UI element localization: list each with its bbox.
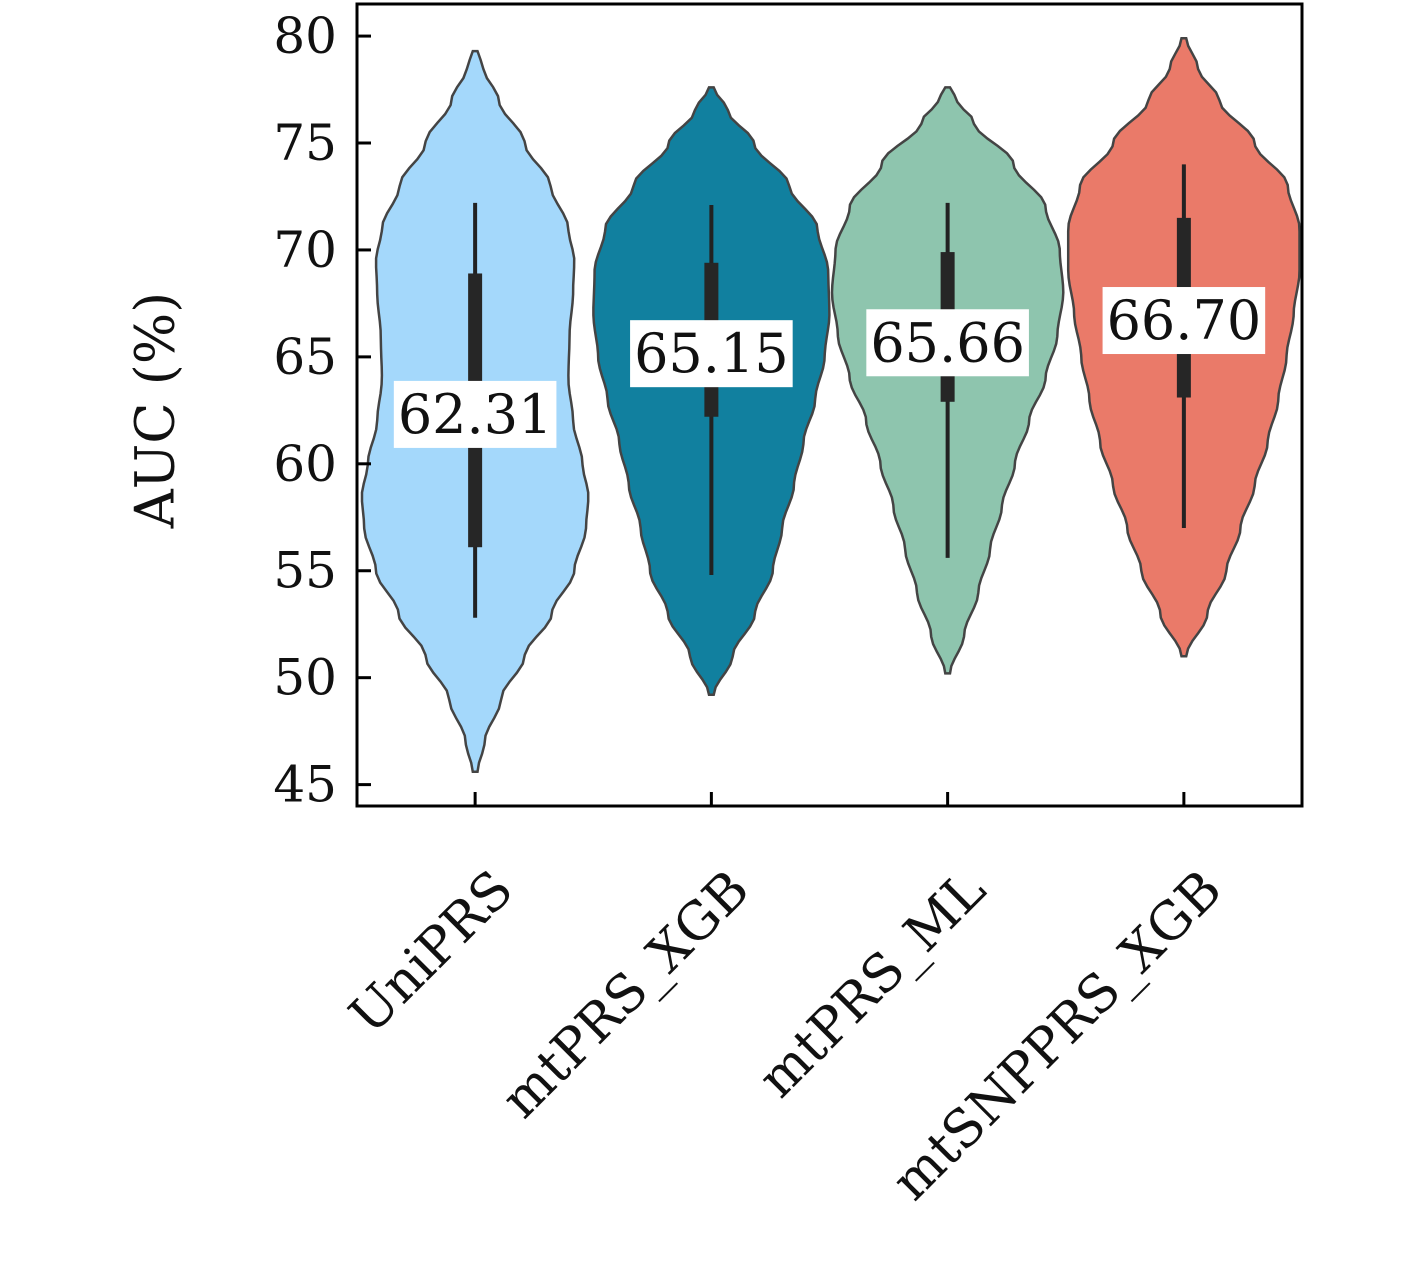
x-category-label-2: mtPRS_XGB	[491, 859, 762, 1130]
mean-label-text-3: 65.66	[870, 311, 1025, 374]
mean-label-text-1: 62.31	[398, 383, 553, 446]
mean-label-4: 66.70	[1102, 287, 1266, 355]
y-tick-label-75: 75	[273, 114, 337, 172]
mean-label-text-2: 65.15	[634, 322, 789, 385]
plot-frame	[355, 2, 1304, 808]
y-tick-label-65: 65	[273, 328, 337, 386]
x-category-label-3: mtPRS_ML	[747, 859, 997, 1109]
mean-label-3: 65.66	[866, 309, 1029, 377]
mean-label-text-4: 66.70	[1107, 289, 1262, 352]
mean-label-box-4	[1102, 287, 1266, 355]
y-tick-label-50: 50	[273, 649, 337, 707]
y-tick-label-80: 80	[273, 7, 337, 65]
x-category-label-1: UniPRS	[338, 859, 524, 1045]
y-tick-label-60: 60	[273, 435, 337, 493]
mean-label-group: 62.31 65.15 65.66 66.70	[393, 287, 1266, 448]
y-axis-title: AUC (%)	[124, 292, 187, 529]
mean-label-box-2	[630, 320, 793, 388]
y-tick-label-45: 45	[273, 756, 337, 814]
mean-label-box-3	[866, 309, 1029, 377]
mean-label-2: 65.15	[630, 320, 793, 388]
y-tick-label-55: 55	[273, 542, 337, 600]
y-tick-label-70: 70	[273, 221, 337, 279]
mean-label-box-1	[393, 380, 557, 448]
mean-label-1: 62.31	[393, 380, 557, 448]
y-axis: 45 50 55 60 65 70 75 80	[273, 7, 371, 814]
